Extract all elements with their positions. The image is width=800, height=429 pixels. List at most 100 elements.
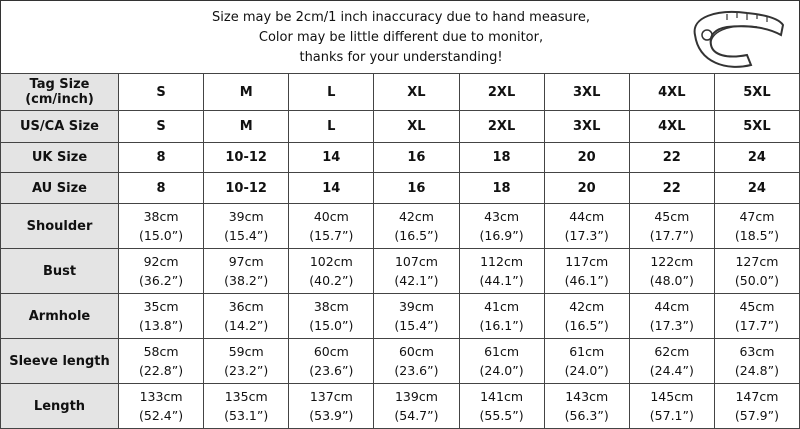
cm-value: 141cm [480,389,524,404]
measurement-cell: 112cm (44.1”) [458,248,545,294]
measurement-cell: 147cm (57.9”) [713,383,800,429]
cm-value: 45cm [654,209,690,224]
inch-value: (18.5”) [734,228,779,243]
inch-value: (17.7”) [734,318,779,333]
size-cell: 3XL [543,73,630,111]
cm-value: 60cm [313,344,349,359]
cm-value: 58cm [143,344,179,359]
cm-value: 38cm [313,299,349,314]
inch-value: (13.8”) [139,318,184,333]
cm-value: 45cm [739,299,775,314]
cm-value: 40cm [313,209,349,224]
inch-value: (40.2”) [309,273,354,288]
measurement-cell: 40cm (15.7”) [288,203,375,249]
inch-value: (14.2”) [224,318,269,333]
cm-value: 147cm [735,389,779,404]
size-cell: 10-12 [203,172,290,204]
inch-value: (24.0”) [564,363,609,378]
measurement-cell: 102cm (40.2”) [288,248,375,294]
measurement-cell: 59cm (23.2”) [203,338,290,384]
measurement-cell: 133cm (52.4”) [117,383,205,429]
inch-value: (17.3”) [649,318,694,333]
inch-value: (16.9”) [479,228,524,243]
inch-value: (52.4”) [139,408,184,423]
size-cell: XL [373,110,460,143]
inch-value: (38.2”) [224,273,269,288]
size-cell: M [203,110,290,143]
cm-value: 60cm [398,344,434,359]
cm-value: 43cm [484,209,520,224]
cm-value: 92cm [143,254,179,269]
size-cell: 22 [628,142,715,173]
measurement-cell: 36cm (14.2”) [203,293,290,339]
notice-line: thanks for your understanding! [299,50,503,65]
size-cell: 18 [458,172,545,204]
size-cell: S [117,110,205,143]
cm-value: 41cm [484,299,520,314]
measurement-cell: 42cm (16.5”) [373,203,460,249]
row-label: US/CA Size [0,110,119,143]
measurement-notice: Size may be 2cm/1 inch inaccuracy due to… [0,0,800,73]
inch-value: (15.4”) [394,318,439,333]
inch-value: (22.8”) [139,363,184,378]
inch-value: (16.1”) [479,318,524,333]
measurement-cell: 135cm (53.1”) [203,383,290,429]
inch-value: (15.0”) [139,228,184,243]
cm-value: 47cm [739,209,775,224]
size-cell: 4XL [628,73,715,111]
inch-value: (57.9”) [734,408,779,423]
row-label: AU Size [0,172,119,204]
measurement-row: Sleeve length 58cm (22.8”) 59cm (23.2”) 60cm (… [0,338,800,384]
inch-value: (16.5”) [394,228,439,243]
measurement-cell: 117cm (46.1”) [543,248,630,294]
inch-value: (23.6”) [309,363,354,378]
measurement-cell: 141cm (55.5”) [458,383,545,429]
cm-value: 44cm [569,209,605,224]
inch-value: (56.3”) [564,408,609,423]
row-label: Length [0,383,119,429]
inch-value: (55.5”) [479,408,524,423]
measurement-cell: 63cm (24.8”) [713,338,800,384]
size-cell: L [288,110,375,143]
cm-value: 61cm [569,344,605,359]
measurement-cell: 38cm (15.0”) [288,293,375,339]
row-label: Shoulder [0,203,119,249]
row-label: Sleeve length [0,338,119,384]
cm-value: 133cm [139,389,183,404]
measurement-row: Armhole 35cm (13.8”) 36cm (14.2”) 38cm (15.0”)… [0,293,800,339]
row-label: Bust [0,248,119,294]
inch-value: (24.4”) [649,363,694,378]
cm-value: 117cm [565,254,609,269]
cm-value: 122cm [650,254,694,269]
measurement-cell: 139cm (54.7”) [373,383,460,429]
measurement-cell: 42cm (16.5”) [543,293,630,339]
row-label: Tag Size (cm/inch) [0,73,119,111]
size-cell: M [203,73,290,111]
inch-value: (15.0”) [309,318,354,333]
size-cell: 2XL [458,73,545,111]
measurement-cell: 58cm (22.8”) [117,338,205,384]
cm-value: 112cm [480,254,524,269]
cm-value: 42cm [569,299,605,314]
measurement-cell: 145cm (57.1”) [628,383,715,429]
measurement-cell: 38cm (15.0”) [117,203,205,249]
measurement-cell: 39cm (15.4”) [203,203,290,249]
inch-value: (42.1”) [394,273,439,288]
size-row: Tag Size (cm/inch) S M L XL 2XL 3XL 4XL 5XL [0,73,800,111]
cm-value: 135cm [224,389,268,404]
size-cell: 16 [373,172,460,204]
inch-value: (16.5”) [564,318,609,333]
measurement-cell: 62cm (24.4”) [628,338,715,384]
notice-line: Color may be little different due to mon… [258,30,544,45]
tape-measure-icon [693,11,785,68]
size-cell: 20 [543,172,630,204]
cm-value: 62cm [654,344,690,359]
size-cell: L [288,73,375,111]
measurement-cell: 35cm (13.8”) [117,293,205,339]
measurement-cell: 127cm (50.0”) [713,248,800,294]
inch-value: (15.4”) [224,228,269,243]
measurement-cell: 107cm (42.1”) [373,248,460,294]
cm-value: 127cm [735,254,779,269]
inch-value: (24.0”) [479,363,524,378]
measurement-cell: 61cm (24.0”) [458,338,545,384]
